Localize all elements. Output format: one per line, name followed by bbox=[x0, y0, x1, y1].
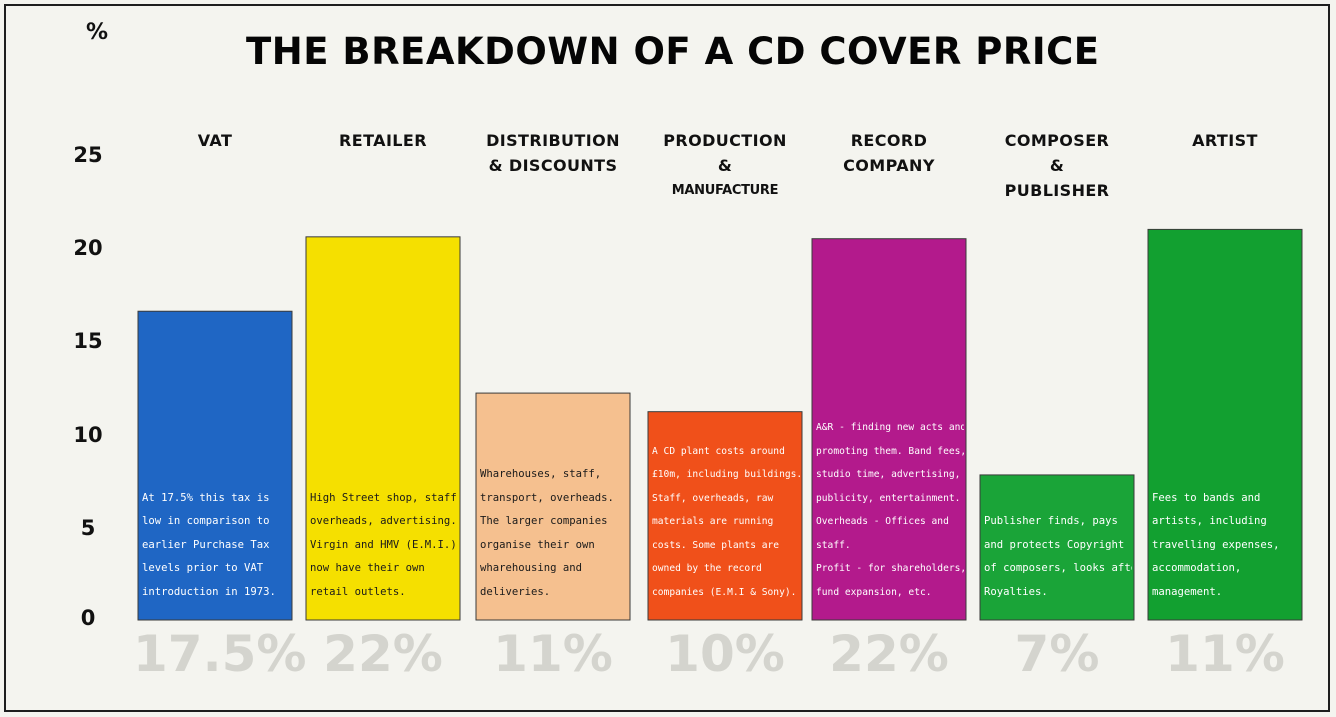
y-tick-label: 10 bbox=[73, 423, 103, 447]
description-line: High Street shop, staff, bbox=[310, 491, 458, 504]
category-label-line: VAT bbox=[197, 131, 233, 150]
y-tick-label: 25 bbox=[73, 143, 103, 167]
bar-2 bbox=[475, 392, 631, 621]
description-line: Virgin and HMV (E.M.I.) bbox=[310, 538, 457, 551]
category-label-line: & bbox=[717, 156, 733, 175]
bar-6 bbox=[1147, 228, 1303, 621]
value-label: 10% bbox=[665, 625, 785, 683]
description-line: low in comparison to bbox=[142, 515, 270, 527]
description-line: At 17.5% this tax is bbox=[142, 491, 270, 504]
description-line: A CD plant costs around bbox=[652, 445, 785, 457]
category-label-line: COMPOSER bbox=[1004, 131, 1110, 150]
description-line: costs. Some plants are bbox=[652, 539, 780, 551]
category-label: RETAILER bbox=[301, 128, 465, 153]
category-label: DISTRIBUTION & DISCOUNTS bbox=[471, 128, 635, 178]
y-axis-label: % bbox=[86, 20, 109, 45]
value-label: 11% bbox=[493, 625, 613, 683]
bar-3 bbox=[647, 411, 803, 621]
description-line: promoting them. Band fees, bbox=[816, 445, 964, 457]
bar-description: At 17.5% this tax is low in comparison to… bbox=[142, 487, 290, 605]
bar-1 bbox=[305, 236, 461, 621]
description-line: fund expansion, etc. bbox=[816, 586, 932, 598]
description-line: A&R - finding new acts and bbox=[816, 422, 964, 433]
description-line: studio time, advertising, bbox=[816, 469, 961, 480]
description-line: of composers, looks after bbox=[984, 562, 1132, 574]
bar-description: Fees to bands and artists, including trave… bbox=[1152, 487, 1300, 605]
category-label-line: PRODUCTION bbox=[663, 131, 787, 150]
description-line: £10m, including buildings. bbox=[652, 469, 800, 480]
value-label: 17.5% bbox=[133, 625, 307, 683]
bar-description: Publisher finds, pays and protects Copyri… bbox=[984, 510, 1132, 604]
description-line: travelling expenses, bbox=[1152, 538, 1280, 551]
y-tick-label: 5 bbox=[80, 516, 96, 540]
description-line: owned by the record bbox=[652, 563, 762, 574]
description-line: deliveries. bbox=[480, 585, 551, 598]
description-line: materials are running bbox=[652, 516, 774, 527]
description-line: transport, overheads. bbox=[480, 491, 614, 504]
category-label-line: & bbox=[1049, 156, 1065, 175]
bar-description: High Street shop, staff, overheads, adver… bbox=[310, 487, 458, 605]
category-label-line: MANUFACTURE bbox=[671, 183, 779, 198]
category-label-line: RECORD bbox=[850, 131, 928, 150]
value-label: 7% bbox=[1014, 625, 1100, 683]
category-label: PRODUCTION & MANUFACTURE bbox=[643, 128, 807, 203]
description-line: earlier Purchase Tax bbox=[142, 538, 270, 551]
bar-5 bbox=[979, 474, 1135, 621]
description-line: retail outlets. bbox=[310, 585, 406, 598]
value-label: 22% bbox=[323, 625, 443, 683]
description-line: Profit - for shareholders, to bbox=[816, 563, 964, 574]
category-label-line: DISTRIBUTION bbox=[486, 131, 620, 150]
bar-description: A CD plant costs around £10m, including b… bbox=[652, 440, 800, 605]
description-line: overheads, advertising. bbox=[310, 515, 457, 527]
description-line: management. bbox=[1152, 585, 1223, 598]
y-tick-label: 0 bbox=[80, 606, 96, 630]
description-line: artists, including bbox=[1152, 515, 1267, 527]
description-line: organise their own bbox=[480, 538, 595, 551]
description-line: wharehousing and bbox=[480, 562, 583, 574]
bar-0 bbox=[137, 310, 293, 621]
bar-description: Wharehouses, staff, transport, overheads.… bbox=[480, 463, 628, 604]
bar-4 bbox=[811, 238, 967, 621]
category-label-line: RETAILER bbox=[339, 131, 427, 150]
description-line: Staff, overheads, raw bbox=[652, 492, 774, 504]
description-line: accommodation, bbox=[1152, 562, 1242, 574]
category-label: COMPOSER & PUBLISHER bbox=[975, 128, 1139, 203]
chart-title: THE BREAKDOWN OF A CD COVER PRICE bbox=[246, 30, 1100, 73]
category-label: ARTIST bbox=[1143, 128, 1307, 153]
description-line: companies (E.M.I & Sony). bbox=[652, 586, 797, 598]
description-line: Publisher finds, pays bbox=[984, 515, 1118, 527]
description-line: Wharehouses, staff, bbox=[480, 468, 602, 480]
description-line: Royalties. bbox=[984, 585, 1048, 598]
category-label: RECORD COMPANY bbox=[807, 128, 971, 178]
category-label-line: PUBLISHER bbox=[1004, 181, 1110, 200]
category-label: VAT bbox=[133, 128, 297, 153]
category-label-line: COMPANY bbox=[843, 156, 935, 175]
description-line: Overheads - Offices and bbox=[816, 516, 949, 527]
value-label: 22% bbox=[829, 625, 949, 683]
description-line: staff. bbox=[816, 539, 851, 551]
bar-description: A&R - finding new acts and promoting them… bbox=[816, 416, 964, 604]
description-line: and protects Copyright bbox=[984, 538, 1125, 551]
y-tick-label: 15 bbox=[73, 329, 103, 353]
value-label: 11% bbox=[1165, 625, 1285, 683]
description-line: introduction in 1973. bbox=[142, 585, 276, 598]
description-line: levels prior to VAT bbox=[142, 562, 264, 574]
category-label-line: & DISCOUNTS bbox=[488, 156, 618, 175]
description-line: The larger companies bbox=[480, 515, 608, 527]
description-line: Fees to bands and bbox=[1152, 491, 1261, 504]
category-label-line: ARTIST bbox=[1192, 131, 1258, 150]
chart-frame bbox=[4, 4, 1330, 712]
description-line: publicity, entertainment. bbox=[816, 492, 961, 504]
y-tick-label: 20 bbox=[73, 236, 103, 260]
description-line: now have their own bbox=[310, 562, 425, 574]
